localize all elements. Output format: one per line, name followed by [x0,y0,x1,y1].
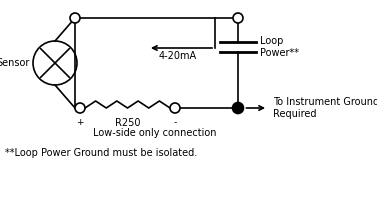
Circle shape [233,102,244,114]
Text: Loop
Power**: Loop Power** [260,36,299,58]
Text: 4-20mA: 4-20mA [159,51,197,61]
Circle shape [233,13,243,23]
Text: R250: R250 [115,118,140,128]
Circle shape [70,13,80,23]
Text: To Instrument Ground
Required: To Instrument Ground Required [273,97,377,119]
Text: +: + [76,118,84,127]
Text: Low-side only connection: Low-side only connection [93,128,217,138]
Circle shape [170,103,180,113]
Text: Sensor: Sensor [0,58,30,68]
Circle shape [75,103,85,113]
Text: **Loop Power Ground must be isolated.: **Loop Power Ground must be isolated. [5,148,197,158]
Text: -: - [173,118,177,127]
